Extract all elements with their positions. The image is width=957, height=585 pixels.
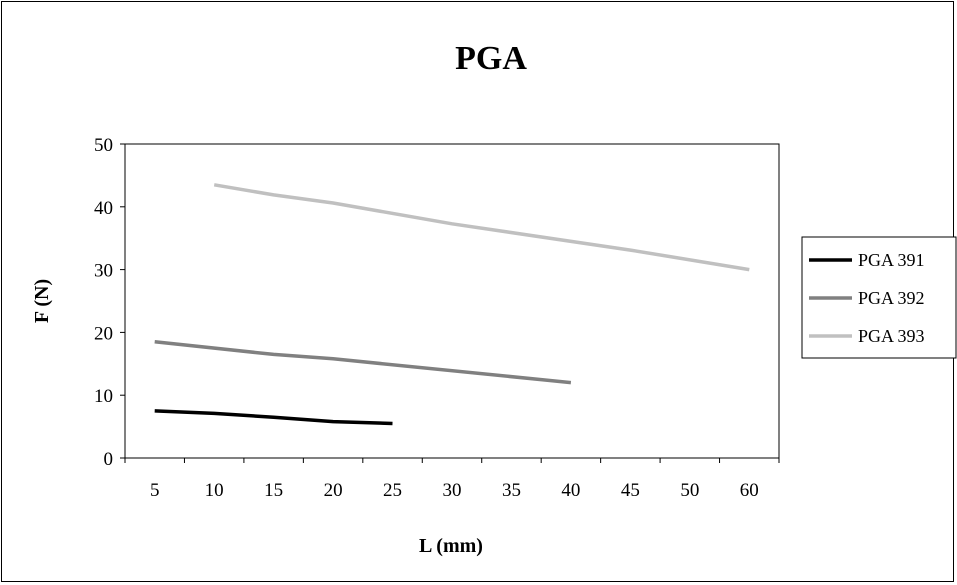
y-axis: 0 10 20 30 40 50 (94, 135, 125, 470)
x-axis: 5 10 15 20 25 30 35 40 45 50 60 (124, 458, 780, 501)
x-tick-label: 40 (561, 480, 580, 501)
x-tick-label: 50 (680, 480, 699, 501)
y-tick-label: 30 (94, 261, 113, 282)
legend-label: PGA 393 (858, 326, 925, 346)
series-lines (154, 183, 750, 426)
y-tick-label: 50 (94, 135, 113, 156)
series-line-pga-392 (154, 340, 572, 385)
x-tick-label: 30 (443, 480, 462, 501)
plot-area (124, 143, 780, 459)
y-tick-label: 20 (94, 323, 113, 344)
series-line-pga-391 (154, 409, 393, 426)
x-tick-label: 5 (150, 480, 160, 501)
y-tick-label: 40 (94, 198, 113, 219)
y-axis-title: F (N) (31, 279, 53, 323)
y-tick-label: 10 (94, 386, 113, 407)
legend-label: PGA 391 (858, 250, 925, 270)
chart-title: PGA (455, 40, 527, 77)
x-tick-label: 60 (740, 480, 759, 501)
x-tick-label: 25 (383, 480, 402, 501)
series-line-pga-393 (213, 183, 750, 272)
legend-box (801, 236, 957, 359)
x-tick-label: 45 (621, 480, 640, 501)
x-axis-title: L (mm) (419, 535, 483, 557)
legend-label: PGA 392 (858, 288, 925, 308)
x-tick-label: 20 (324, 480, 343, 501)
legend: PGA 391 PGA 392 PGA 393 (801, 236, 957, 359)
y-tick-label: 0 (104, 449, 114, 470)
x-tick-label: 10 (205, 480, 224, 501)
x-tick-label: 15 (264, 480, 283, 501)
x-tick-label: 35 (502, 480, 521, 501)
